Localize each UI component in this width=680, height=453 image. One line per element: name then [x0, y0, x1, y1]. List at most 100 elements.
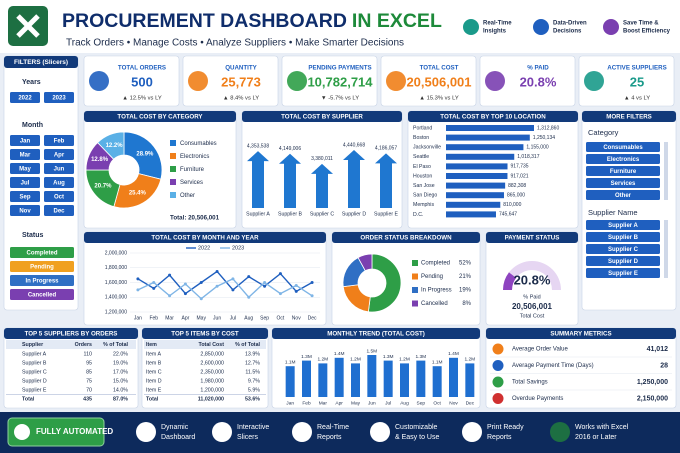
- bar: [285, 366, 295, 397]
- slicer-button[interactable]: [10, 205, 40, 216]
- slicer-button[interactable]: [10, 191, 40, 202]
- feature-text: & Easy to Use: [395, 434, 439, 441]
- table-cell: 2,850,000: [200, 351, 224, 357]
- table-cell: Supplier E: [22, 387, 47, 393]
- x-tick-label: Mar: [165, 315, 174, 321]
- feature-icon: [462, 422, 482, 442]
- slicer-button[interactable]: [586, 244, 660, 254]
- slicer-label: Supplier D: [608, 259, 639, 265]
- slicer-button[interactable]: [44, 92, 74, 103]
- data-label: 8%: [462, 301, 471, 307]
- kpi-icon: [188, 71, 208, 91]
- data-label: 1.3M: [415, 354, 426, 360]
- bar: [367, 355, 377, 397]
- pie-slice: [357, 253, 373, 272]
- table-cell: Item D: [146, 378, 162, 384]
- slicer-button[interactable]: [44, 135, 74, 146]
- kpi-value: 20,506,001: [406, 74, 471, 89]
- excel-logo: [8, 6, 48, 46]
- table-cell: 87.0%: [113, 396, 128, 402]
- y-tick-label: Memphis: [413, 202, 434, 208]
- slicer-label: Pending: [30, 265, 54, 271]
- y-tick-label: 1,600,000: [105, 280, 127, 286]
- label: Years: [22, 79, 41, 86]
- badge-text: Decisions: [553, 29, 582, 35]
- slicer-button[interactable]: [10, 92, 40, 103]
- slicer-button[interactable]: [586, 190, 660, 200]
- data-label: 25.4%: [129, 190, 147, 196]
- slicer-button[interactable]: [44, 149, 74, 160]
- slicer-label: Services: [611, 181, 636, 187]
- slicer-button[interactable]: [44, 205, 74, 216]
- table-cell: Item E: [146, 387, 162, 393]
- slicer-button[interactable]: [586, 220, 660, 230]
- kpi-icon: [584, 71, 604, 91]
- slicer-button[interactable]: [10, 149, 40, 160]
- slicer-button[interactable]: [586, 142, 660, 152]
- kpi-card: [578, 55, 675, 107]
- slicer-button[interactable]: [10, 163, 40, 174]
- slicer-button[interactable]: [10, 177, 40, 188]
- table-cell: 14.0%: [113, 387, 128, 393]
- x-tick-label: Apr: [182, 315, 190, 321]
- table-cell: 2,350,000: [200, 369, 224, 375]
- slicer-button[interactable]: [10, 275, 74, 286]
- data-label: 4,186,057: [375, 146, 397, 152]
- slicer-label: Oct: [54, 195, 64, 201]
- y-tick-label: San Jose: [413, 183, 435, 189]
- table-cell: 110: [84, 351, 92, 357]
- subtitle: Track Orders • Manage Costs • Analyze Su…: [66, 38, 404, 49]
- slicer-label: Supplier E: [608, 271, 638, 277]
- slicer-button[interactable]: [44, 163, 74, 174]
- point: [278, 292, 282, 296]
- panel-title: SUMMARY METRICS: [550, 331, 611, 338]
- kpi-value: 500: [131, 74, 153, 89]
- metric-label: Overdue Payments: [512, 396, 563, 402]
- feature-text: Real-Time: [317, 424, 349, 431]
- slicer-button[interactable]: [586, 256, 660, 266]
- slicer-button[interactable]: [586, 268, 660, 278]
- y-tick-label: El Paso: [413, 164, 431, 170]
- legend-label: Cancelled: [421, 301, 448, 307]
- badge-icon: [533, 19, 549, 35]
- x-tick-label: Apr: [335, 400, 343, 406]
- slicer-button[interactable]: [586, 154, 660, 164]
- table-cell: Total: [22, 396, 35, 402]
- y-tick-label: 2,000,000: [105, 250, 127, 256]
- kpi-card: [83, 55, 180, 107]
- table-header: Supplier: [22, 342, 43, 348]
- slicer-label: Aug: [53, 181, 65, 187]
- data-label: 810,000: [503, 202, 521, 208]
- data-label: 52%: [459, 261, 472, 267]
- bar: [375, 153, 397, 208]
- feature-icon: [136, 422, 156, 442]
- slicer-button[interactable]: [10, 247, 74, 258]
- table-cell: 1,980,000: [200, 378, 224, 384]
- slicer-button[interactable]: [44, 177, 74, 188]
- badge-icon: [603, 19, 619, 35]
- table-cell: Total: [146, 396, 159, 402]
- data-label: 1.1M: [285, 359, 296, 365]
- scrollbar: [664, 142, 668, 200]
- table-cell: Supplier A: [22, 351, 47, 357]
- data-label: 4,353,538: [247, 143, 269, 149]
- slicer-button[interactable]: [10, 289, 74, 300]
- slicer-button[interactable]: [10, 261, 74, 272]
- legend-swatch: [170, 153, 176, 159]
- bar: [334, 357, 344, 397]
- x-tick-label: Nov: [449, 400, 458, 406]
- feature-text: Dynamic: [161, 424, 189, 431]
- panel-title-bar: [84, 232, 326, 243]
- bar: [400, 363, 409, 397]
- label: % Paid: [523, 294, 540, 300]
- slicer-button[interactable]: [44, 191, 74, 202]
- table-cell: Supplier D: [22, 378, 47, 384]
- legend-label: Services: [180, 180, 203, 186]
- slicer-button[interactable]: [586, 166, 660, 176]
- slicer-button[interactable]: [586, 232, 660, 242]
- slicer-button[interactable]: [586, 178, 660, 188]
- legend-label: Furniture: [180, 167, 205, 173]
- point: [168, 294, 172, 298]
- slicer-button[interactable]: [10, 135, 40, 146]
- legend-swatch: [170, 179, 176, 185]
